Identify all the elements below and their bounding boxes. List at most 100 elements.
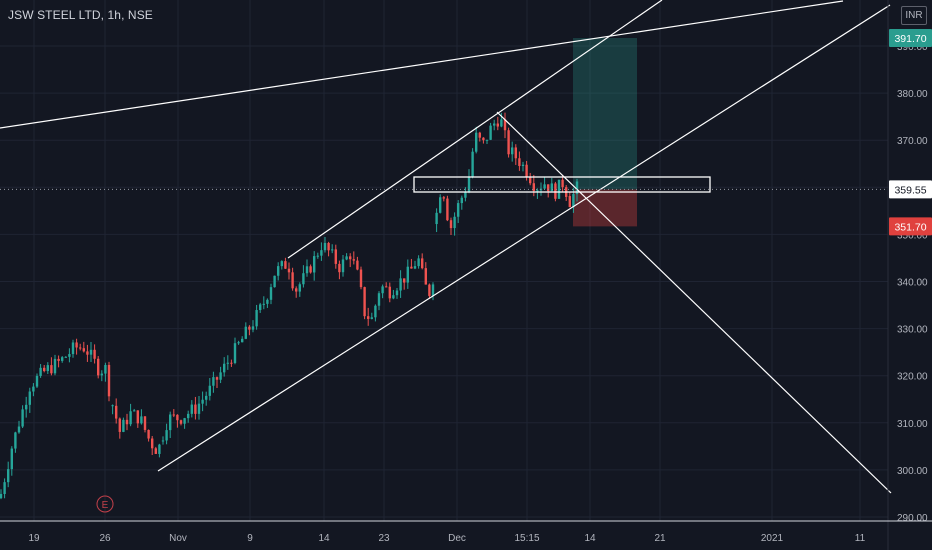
candle-body [68,354,71,357]
candle-body [7,469,10,483]
candle-body [381,286,384,294]
candle-body [514,147,517,159]
candle-body [467,176,471,193]
candle-body [158,444,161,454]
candle-body [284,261,287,269]
candle-body [424,268,427,285]
candle-body [53,358,57,374]
candle-body [327,242,330,251]
candle-body [194,404,197,414]
candle-body [395,290,399,296]
candle-body [208,385,211,396]
candle-body [403,278,406,283]
candle-body [147,429,150,439]
candle-body [107,364,111,397]
candle-body [115,405,118,419]
candle-body [136,410,139,424]
candle-body [496,123,499,127]
earnings-marker[interactable] [96,495,114,513]
resistance-box[interactable] [413,176,711,193]
candle-body [187,413,190,419]
target-zone [573,37,637,190]
candle-body [575,181,579,195]
candle-body [482,137,485,141]
candle-body [151,438,154,449]
candle-body [421,258,424,269]
candle-body [197,403,201,414]
symbol-title[interactable]: JSW STEEL LTD, 1h, NSE [8,8,153,22]
y-tick-label: 300.00 [897,466,928,477]
candle-body [352,259,355,261]
x-tick-label: Nov [169,533,187,544]
candle-body [525,164,528,178]
candle-body [100,373,103,376]
y-tick-label: 380.00 [897,89,928,100]
candle-body [3,482,6,494]
candle-body [439,197,442,213]
candle-body [21,409,24,427]
candle-body [129,411,132,425]
stop-price-label-bg [889,217,932,236]
currency-button[interactable]: INR [901,6,927,25]
candle-body [359,269,363,288]
candle-body [43,367,46,372]
candle-body [14,432,17,449]
candle-body [28,391,31,405]
candle-body [323,242,327,251]
candle-body [266,299,269,304]
current-price-label: 359.55 [894,184,926,196]
candle-body [201,399,204,404]
channel-resistance-line[interactable] [287,0,663,259]
candle-body [417,258,420,267]
candle-body [435,212,438,225]
long-term-trendline[interactable] [0,0,844,129]
candle-body [215,377,219,380]
x-tick-label: Dec [448,533,466,544]
candle-body [79,347,82,349]
candle-body [453,216,456,229]
candle-body [507,130,510,155]
candle-body [331,249,334,251]
candle-body [485,139,489,141]
candle-body [50,365,53,374]
candle-body [212,377,215,386]
candle-body [554,183,557,199]
candle-body [64,356,67,358]
candle-body [32,386,35,392]
trend-drawings[interactable]: E [0,0,892,513]
candle-body [169,414,172,431]
candle-body [493,123,496,126]
candle-body [111,405,114,407]
candle-body [154,448,157,454]
x-tick-label: 14 [584,533,596,544]
time-axis[interactable]: 19 26 Nov 9 14 23 Dec 15:15 14 21 2021 11 [0,520,932,544]
candle-body [190,404,193,414]
candle-body [0,493,3,499]
candle-body [61,357,64,361]
candle-body [532,183,535,191]
candle-body [550,183,553,192]
x-tick-label: 2021 [761,533,784,544]
candle-body [449,220,453,229]
candle-body [295,288,298,292]
candle-body [457,203,460,217]
candle-body [298,284,301,292]
target-price-label: 391.70 [894,33,926,45]
candle-body [460,197,463,204]
candle-body [125,419,129,425]
candle-body [334,249,337,264]
candle-body [248,326,251,330]
candle-body [122,419,125,432]
candle-body [35,375,39,387]
candle-body [471,151,474,177]
x-tick-label: 23 [378,533,390,544]
candle-body [143,416,147,430]
candle-body [39,367,42,376]
descending-trendline[interactable] [496,111,892,494]
candle-body [521,164,525,166]
channel-support-line[interactable] [157,4,891,472]
candle-body [428,284,431,296]
candle-body [338,263,341,273]
candle-body [392,295,395,299]
